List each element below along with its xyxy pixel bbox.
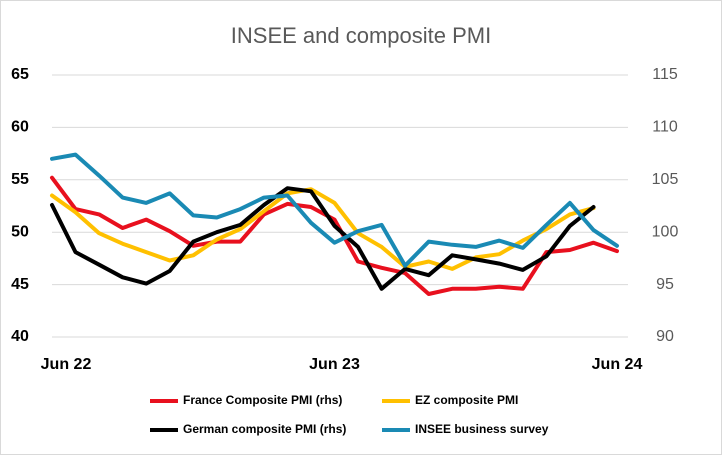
y2-tick-label: 95 — [656, 276, 674, 293]
y-tick-label: 40 — [11, 328, 29, 345]
y2-tick-label: 110 — [652, 119, 678, 136]
y-tick-label: 50 — [11, 223, 29, 240]
series-line — [50, 186, 596, 291]
legend-label: INSEE business survey — [415, 422, 549, 436]
x-tick-label: Jun 24 — [592, 356, 643, 373]
legend-label: France Composite PMI (rhs) — [183, 393, 342, 407]
legend-label: EZ composite PMI — [415, 393, 518, 407]
y-tick-label: 60 — [11, 119, 29, 136]
y-tick-label: 45 — [11, 276, 29, 293]
legend-label: German composite PMI (rhs) — [183, 422, 346, 436]
y2-tick-label: 90 — [656, 328, 674, 345]
y2-tick-label: 115 — [652, 66, 678, 83]
series-line — [50, 187, 596, 271]
y-tick-label: 55 — [11, 171, 29, 188]
chart-title: INSEE and composite PMI — [231, 23, 491, 48]
series-line — [50, 175, 619, 296]
y2-tick-label: 100 — [652, 223, 679, 240]
series-line — [50, 152, 619, 268]
y-tick-label: 65 — [11, 66, 29, 83]
y2-tick-label: 105 — [652, 171, 679, 188]
x-tick-label: Jun 23 — [309, 356, 360, 373]
x-tick-label: Jun 22 — [41, 356, 92, 373]
